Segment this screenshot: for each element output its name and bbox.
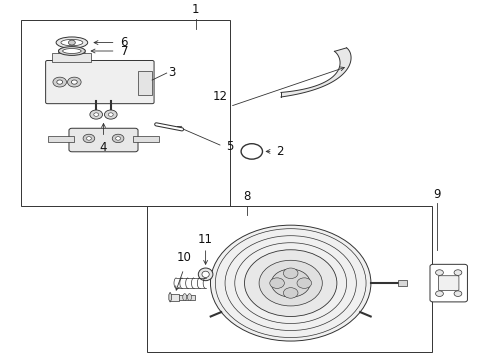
Ellipse shape [62,49,81,53]
Ellipse shape [202,271,209,278]
Circle shape [116,137,120,140]
Text: 6: 6 [120,36,128,49]
Circle shape [271,269,309,297]
Circle shape [244,250,336,316]
Circle shape [283,268,297,279]
Ellipse shape [187,294,191,301]
Bar [147,206,431,352]
Circle shape [104,110,117,119]
Bar [176,295,195,300]
Circle shape [296,278,311,288]
Circle shape [71,80,77,84]
Polygon shape [281,48,350,97]
Circle shape [53,77,66,87]
Ellipse shape [198,268,212,281]
Circle shape [453,270,461,275]
Bar [170,294,179,301]
Bar [21,20,229,206]
Text: 1: 1 [192,3,199,16]
Ellipse shape [56,37,87,48]
FancyBboxPatch shape [69,128,138,152]
Circle shape [67,77,81,87]
Circle shape [259,260,322,306]
Circle shape [83,134,95,143]
Text: 12: 12 [212,90,227,103]
FancyBboxPatch shape [59,50,85,59]
Text: 2: 2 [276,145,283,158]
Ellipse shape [183,294,186,301]
Text: 7: 7 [120,45,128,58]
Circle shape [269,278,284,288]
Text: 8: 8 [243,190,250,203]
FancyBboxPatch shape [429,264,467,302]
Polygon shape [168,292,171,302]
Circle shape [108,113,113,116]
Circle shape [112,134,123,143]
Circle shape [435,270,443,275]
Circle shape [57,80,62,84]
FancyBboxPatch shape [45,60,154,104]
Circle shape [210,225,370,341]
Bar [132,136,159,142]
Bar [137,71,152,95]
FancyBboxPatch shape [438,276,458,291]
Bar [52,53,91,62]
Bar [397,280,407,286]
Text: 11: 11 [198,233,213,246]
Ellipse shape [59,46,85,55]
Circle shape [241,144,262,159]
Text: 3: 3 [168,66,176,79]
Ellipse shape [61,39,82,46]
Text: 9: 9 [432,188,439,201]
Text: 4: 4 [100,141,107,154]
Bar [47,136,74,142]
Circle shape [435,291,443,296]
Text: 5: 5 [226,140,233,153]
Circle shape [453,291,461,296]
Circle shape [90,110,102,119]
Circle shape [94,113,99,116]
Text: 10: 10 [176,251,191,264]
Circle shape [86,137,91,140]
Circle shape [283,288,297,298]
Circle shape [68,40,75,45]
